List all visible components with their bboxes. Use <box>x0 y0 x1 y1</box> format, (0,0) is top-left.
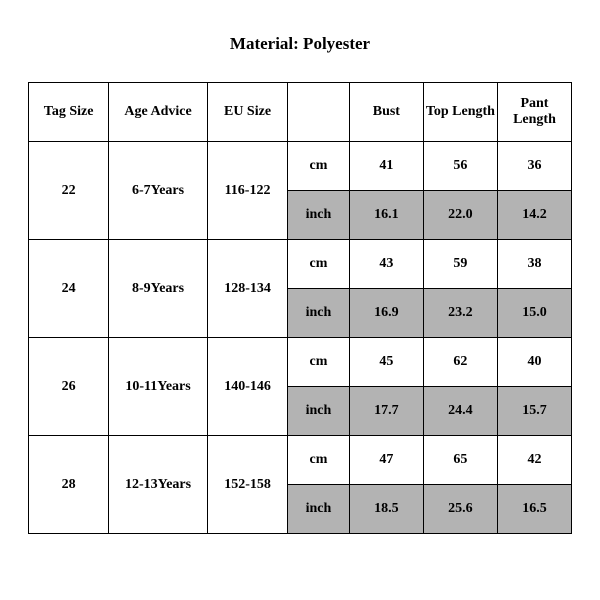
cell-top-length: 56 <box>423 142 497 191</box>
col-top-length: Top Length <box>423 83 497 142</box>
cell-pant-length: 14.2 <box>497 191 571 240</box>
col-age-advice: Age Advice <box>109 83 208 142</box>
cell-bust: 18.5 <box>349 485 423 534</box>
page: Material: Polyester Tag Size Age Advice … <box>0 0 600 600</box>
col-unit <box>288 83 350 142</box>
cell-eu-size: 152-158 <box>207 436 287 534</box>
col-bust: Bust <box>349 83 423 142</box>
cell-bust: 45 <box>349 338 423 387</box>
cell-eu-size: 116-122 <box>207 142 287 240</box>
cell-tag-size: 22 <box>29 142 109 240</box>
cell-unit-cm: cm <box>288 142 350 191</box>
cell-unit-cm: cm <box>288 338 350 387</box>
cell-unit-inch: inch <box>288 387 350 436</box>
table-row: 22 6-7Years 116-122 cm 41 56 36 <box>29 142 572 191</box>
cell-top-length: 24.4 <box>423 387 497 436</box>
cell-bust: 17.7 <box>349 387 423 436</box>
table-header-row: Tag Size Age Advice EU Size Bust Top Len… <box>29 83 572 142</box>
cell-top-length: 22.0 <box>423 191 497 240</box>
cell-age-advice: 6-7Years <box>109 142 208 240</box>
cell-unit-cm: cm <box>288 240 350 289</box>
cell-age-advice: 12-13Years <box>109 436 208 534</box>
cell-tag-size: 28 <box>29 436 109 534</box>
cell-pant-length: 40 <box>497 338 571 387</box>
cell-tag-size: 24 <box>29 240 109 338</box>
cell-top-length: 25.6 <box>423 485 497 534</box>
cell-pant-length: 16.5 <box>497 485 571 534</box>
size-table: Tag Size Age Advice EU Size Bust Top Len… <box>28 82 572 534</box>
table-row: 26 10-11Years 140-146 cm 45 62 40 <box>29 338 572 387</box>
col-eu-size: EU Size <box>207 83 287 142</box>
col-tag-size: Tag Size <box>29 83 109 142</box>
table-row: 24 8-9Years 128-134 cm 43 59 38 <box>29 240 572 289</box>
cell-age-advice: 10-11Years <box>109 338 208 436</box>
cell-tag-size: 26 <box>29 338 109 436</box>
cell-pant-length: 38 <box>497 240 571 289</box>
cell-unit-inch: inch <box>288 191 350 240</box>
cell-top-length: 23.2 <box>423 289 497 338</box>
cell-pant-length: 15.7 <box>497 387 571 436</box>
cell-unit-cm: cm <box>288 436 350 485</box>
page-title: Material: Polyester <box>28 34 572 54</box>
cell-age-advice: 8-9Years <box>109 240 208 338</box>
cell-bust: 16.9 <box>349 289 423 338</box>
table-body: 22 6-7Years 116-122 cm 41 56 36 inch 16.… <box>29 142 572 534</box>
cell-top-length: 59 <box>423 240 497 289</box>
cell-unit-inch: inch <box>288 485 350 534</box>
col-pant-length: Pant Length <box>497 83 571 142</box>
cell-top-length: 65 <box>423 436 497 485</box>
cell-pant-length: 36 <box>497 142 571 191</box>
cell-unit-inch: inch <box>288 289 350 338</box>
cell-top-length: 62 <box>423 338 497 387</box>
cell-pant-length: 42 <box>497 436 571 485</box>
cell-bust: 16.1 <box>349 191 423 240</box>
cell-bust: 41 <box>349 142 423 191</box>
cell-eu-size: 128-134 <box>207 240 287 338</box>
cell-bust: 47 <box>349 436 423 485</box>
cell-bust: 43 <box>349 240 423 289</box>
table-row: 28 12-13Years 152-158 cm 47 65 42 <box>29 436 572 485</box>
cell-eu-size: 140-146 <box>207 338 287 436</box>
cell-pant-length: 15.0 <box>497 289 571 338</box>
